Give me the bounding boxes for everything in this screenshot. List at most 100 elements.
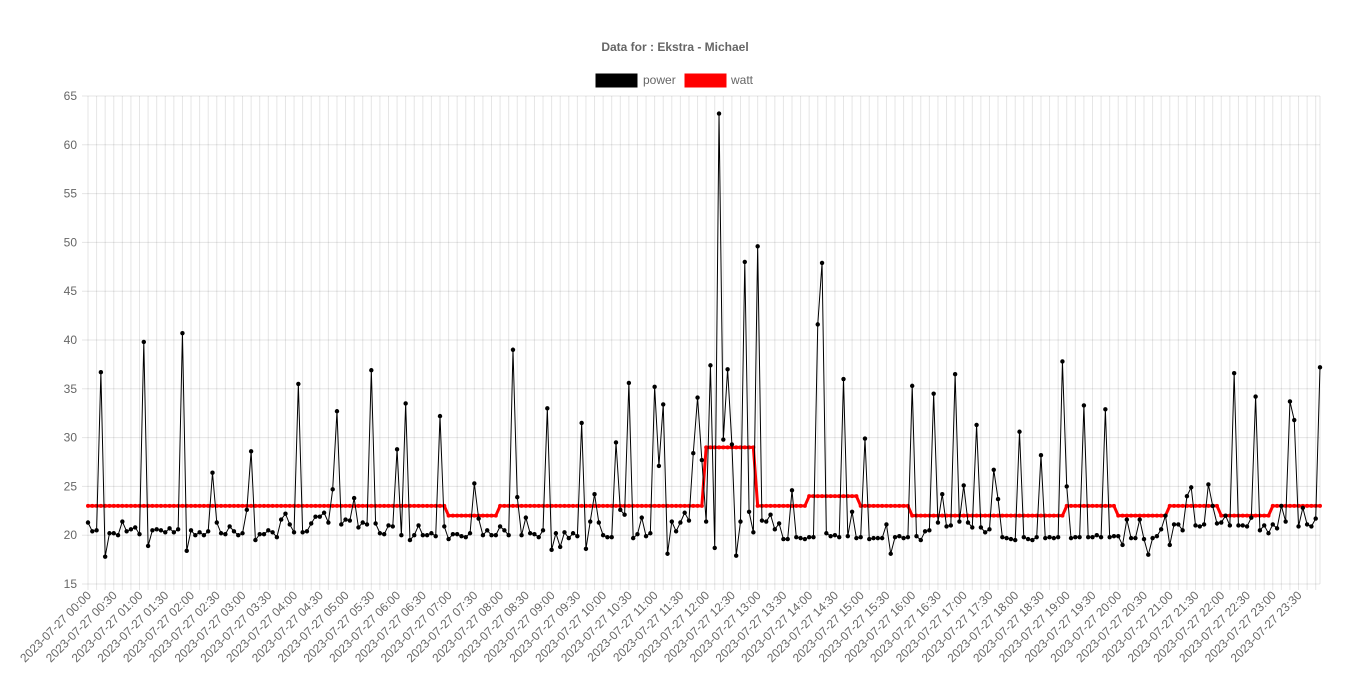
power-point[interactable] [1133,535,1138,541]
power-point[interactable] [167,526,172,531]
watt-point[interactable] [854,494,859,499]
watt-point[interactable] [296,503,301,508]
watt-point[interactable] [1176,503,1181,508]
watt-point[interactable] [824,494,829,499]
watt-point[interactable] [734,445,739,450]
power-point[interactable] [1098,534,1104,540]
watt-point[interactable] [914,513,919,518]
watt-point[interactable] [137,503,142,508]
watt-point[interactable] [227,503,232,508]
power-point[interactable] [545,406,550,411]
power-point[interactable] [678,520,683,525]
power-point[interactable] [729,442,735,447]
watt-point[interactable] [249,503,254,508]
power-point[interactable] [154,527,159,532]
watt-point[interactable] [519,503,524,508]
power-point[interactable] [703,519,709,524]
watt-point[interactable] [626,503,631,508]
watt-point[interactable] [1150,513,1155,518]
watt-point[interactable] [279,503,284,508]
legend-swatch-watt[interactable] [684,73,727,88]
power-point[interactable] [961,483,966,488]
power-point[interactable] [1158,527,1164,532]
watt-point[interactable] [141,503,146,508]
power-point[interactable] [1231,370,1237,376]
power-point[interactable] [175,527,181,532]
watt-point[interactable] [94,503,99,508]
power-point[interactable] [1201,522,1207,527]
watt-point[interactable] [420,503,425,508]
power-point[interactable] [197,530,202,535]
power-point[interactable] [364,522,370,527]
watt-point[interactable] [893,503,898,508]
power-point[interactable] [562,530,567,535]
power-point[interactable] [811,534,816,540]
power-point[interactable] [764,519,769,524]
watt-point[interactable] [98,503,103,508]
watt-point[interactable] [991,513,996,518]
watt-point[interactable] [601,503,606,508]
power-point[interactable] [1253,394,1258,399]
power-point[interactable] [304,529,310,534]
watt-point[interactable] [682,503,687,508]
watt-point[interactable] [223,503,228,508]
watt-point[interactable] [416,503,421,508]
watt-point[interactable] [614,503,618,508]
watt-point[interactable] [283,503,288,508]
watt-point[interactable] [1214,503,1219,508]
power-point[interactable] [300,530,305,535]
watt-point[interactable] [652,503,657,508]
power-point[interactable] [399,533,404,538]
power-point[interactable] [673,529,679,534]
watt-point[interactable] [794,503,799,508]
power-point[interactable] [789,488,795,493]
watt-point[interactable] [695,503,700,508]
power-point[interactable] [708,363,713,368]
power-point[interactable] [287,522,292,527]
power-point[interactable] [1287,399,1293,404]
power-point[interactable] [909,383,915,389]
power-point[interactable] [1128,535,1134,541]
power-point[interactable] [373,521,378,526]
watt-point[interactable] [523,503,528,508]
watt-point[interactable] [708,445,713,450]
power-point[interactable] [914,533,919,539]
power-point[interactable] [274,534,280,540]
watt-point[interactable] [1253,513,1258,518]
power-point[interactable] [931,391,936,396]
power-point[interactable] [1034,534,1039,540]
power-point[interactable] [875,535,881,541]
power-point[interactable] [897,533,902,539]
watt-point[interactable] [1245,513,1250,518]
power-point[interactable] [618,507,623,513]
watt-point[interactable] [811,494,816,499]
watt-point[interactable] [158,503,163,508]
watt-point[interactable] [579,503,584,508]
power-point[interactable] [1081,403,1087,408]
power-point[interactable] [1171,522,1177,527]
power-point[interactable] [733,553,739,558]
power-point[interactable] [884,522,889,527]
watt-point[interactable] [669,503,674,508]
power-point[interactable] [738,519,743,524]
power-point[interactable] [502,528,507,533]
watt-point[interactable] [171,503,176,508]
power-point[interactable] [317,514,323,519]
power-point[interactable] [1107,534,1112,540]
power-point[interactable] [1154,533,1160,539]
watt-point[interactable] [742,445,747,450]
power-point[interactable] [1227,523,1233,528]
power-point[interactable] [334,409,340,414]
power-point[interactable] [854,535,859,541]
watt-point[interactable] [189,503,194,508]
power-point[interactable] [133,525,138,530]
watt-point[interactable] [558,503,563,508]
power-point[interactable] [476,516,481,521]
power-point[interactable] [1292,417,1297,423]
power-point[interactable] [716,111,722,116]
watt-point[interactable] [180,503,185,508]
power-point[interactable] [1043,535,1048,541]
watt-point[interactable] [828,494,833,499]
watt-point[interactable] [605,503,610,508]
power-point[interactable] [85,520,91,525]
